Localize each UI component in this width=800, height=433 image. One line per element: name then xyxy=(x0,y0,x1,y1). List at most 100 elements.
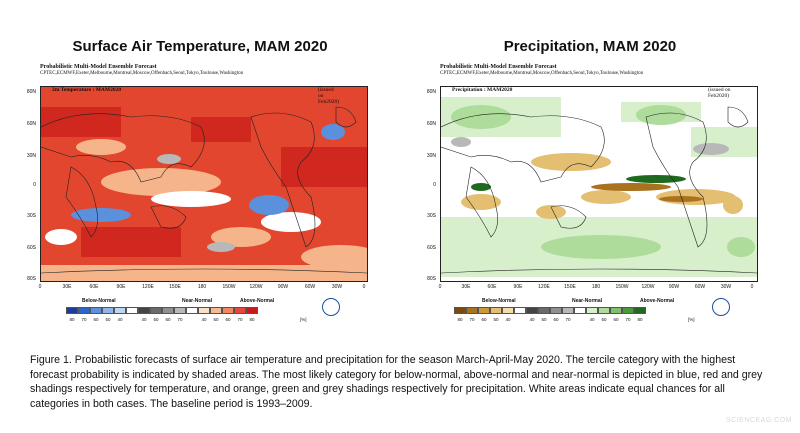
lat-label: 30S xyxy=(27,213,36,219)
colorbar-swatch xyxy=(66,307,78,314)
lat-label: 0 xyxy=(33,182,36,188)
colorbar-tick-label: 60 xyxy=(165,317,171,322)
colorbar-tick-label: 40 xyxy=(141,317,147,322)
legend-near-normal: Near-Normal xyxy=(182,298,213,304)
lon-label: 120E xyxy=(538,284,550,290)
lon-label: 0 xyxy=(750,284,754,290)
lon-label: 0 xyxy=(362,284,366,290)
lon-label: 150W xyxy=(222,284,236,290)
colorbar-swatch xyxy=(466,307,478,314)
lon-label: 180 xyxy=(591,284,601,290)
temperature-title: Surface Air Temperature, MAM 2020 xyxy=(72,38,328,55)
colorbar-swatch xyxy=(598,307,610,314)
colorbar-unit: [%] xyxy=(688,317,695,322)
lat-label: 30N xyxy=(426,153,436,159)
colorbar-tick-label: 60 xyxy=(553,317,559,322)
colorbar-tick-label: 80 xyxy=(457,317,463,322)
lon-label: 120E xyxy=(142,284,154,290)
precipitation-colorbar xyxy=(454,307,646,314)
colorbar-swatch xyxy=(114,307,126,314)
colorbar-swatch xyxy=(222,307,234,314)
lon-label: 90E xyxy=(513,284,523,290)
lat-label: 60S xyxy=(27,245,36,251)
colorbar-swatch xyxy=(126,307,138,314)
colorbar-swatch xyxy=(478,307,490,314)
colorbar-tick-label: 80 xyxy=(637,317,643,322)
colorbar-swatch xyxy=(502,307,514,314)
lon-label: 180 xyxy=(197,284,207,290)
lon-label: 120W xyxy=(641,284,655,290)
precipitation-subtitle: Probabilistic Multi-Model Ensemble Forec… xyxy=(440,64,557,70)
watermark: SCIENCEAG.COM xyxy=(726,417,793,424)
lon-label: 30W xyxy=(331,284,343,290)
colorbar-swatch xyxy=(538,307,550,314)
colorbar-swatch xyxy=(490,307,502,314)
wmo-logo-icon xyxy=(322,298,340,316)
colorbar-tick-label: 50 xyxy=(153,317,159,322)
lon-label: 60W xyxy=(694,284,706,290)
lat-label: 60N xyxy=(426,121,436,127)
precipitation-centers: CPTEC,ECMWF,Exeter,Melbourne,Montreal,Mo… xyxy=(440,71,644,76)
colorbar-swatch xyxy=(454,307,466,314)
wmo-logo-icon xyxy=(712,298,730,316)
colorbar-tick-label: 50 xyxy=(601,317,607,322)
colorbar-swatch xyxy=(174,307,186,314)
colorbar-swatch xyxy=(610,307,622,314)
precipitation-map-label: Precipitation : MAM2020 xyxy=(452,87,513,93)
lon-label: 150E xyxy=(169,284,181,290)
legend-above-normal: Above-Normal xyxy=(640,298,675,304)
colorbar-tick-label: 60 xyxy=(613,317,619,322)
precipitation-map-graphic xyxy=(441,87,757,281)
colorbar-tick-label: 50 xyxy=(493,317,499,322)
lat-label: 0 xyxy=(433,182,436,188)
colorbar-swatch xyxy=(514,307,526,314)
precipitation-title: Precipitation, MAM 2020 xyxy=(503,38,677,55)
colorbar-tick-label: 40 xyxy=(201,317,207,322)
colorbar-swatch xyxy=(562,307,574,314)
colorbar-tick-label: 40 xyxy=(589,317,595,322)
colorbar-swatch xyxy=(102,307,114,314)
colorbar-tick-label: 80 xyxy=(249,317,255,322)
lat-label: 80S xyxy=(27,276,36,282)
lon-label: 150E xyxy=(564,284,576,290)
figure-caption: Figure 1. Probabilistic forecasts of sur… xyxy=(30,354,763,410)
legend-below-normal: Below-Normal xyxy=(482,298,516,304)
precipitation-issued: (issued on Feb2020) xyxy=(708,87,731,99)
lat-label: 60S xyxy=(427,245,436,251)
precipitation-panel: Precipitation, MAM 2020 Probabilistic Mu… xyxy=(400,0,758,330)
lat-label: 80S xyxy=(427,276,436,282)
temperature-map-label: 2m Temperature : MAM2020 xyxy=(52,87,122,93)
lat-label: 80N xyxy=(26,89,36,95)
colorbar-tick-label: 50 xyxy=(541,317,547,322)
colorbar-swatch xyxy=(162,307,174,314)
lat-label: 80N xyxy=(426,89,436,95)
colorbar-tick-label: 40 xyxy=(117,317,123,322)
lon-label: 120W xyxy=(249,284,263,290)
colorbar-tick-label: 40 xyxy=(505,317,511,322)
colorbar-tick-label: 70 xyxy=(177,317,183,322)
lon-label: 90W xyxy=(277,284,289,290)
temperature-issued: (issued on Feb2020) xyxy=(318,87,340,105)
colorbar-swatch xyxy=(150,307,162,314)
colorbar-swatch xyxy=(550,307,562,314)
lon-label: 60E xyxy=(487,284,497,290)
temperature-subtitle: Probabilistic Multi-Model Ensemble Forec… xyxy=(40,64,157,70)
colorbar-swatch xyxy=(186,307,198,314)
lon-label: 0 xyxy=(438,284,442,290)
lon-label: 0 xyxy=(38,284,42,290)
colorbar-tick-label: 50 xyxy=(213,317,219,322)
colorbar-tick-label: 80 xyxy=(69,317,75,322)
colorbar-swatch xyxy=(138,307,150,314)
lon-label: 30E xyxy=(62,284,72,290)
lat-label: 30N xyxy=(26,153,36,159)
colorbar-tick-label: 70 xyxy=(81,317,87,322)
lon-label: 30E xyxy=(461,284,471,290)
legend-above-normal: Above-Normal xyxy=(240,298,275,304)
precipitation-map xyxy=(440,86,758,282)
lon-label: 90W xyxy=(668,284,680,290)
lon-label: 150W xyxy=(615,284,629,290)
temperature-map xyxy=(40,86,368,282)
lon-label: 60E xyxy=(89,284,99,290)
colorbar-swatch xyxy=(526,307,538,314)
lon-label: 60W xyxy=(304,284,316,290)
